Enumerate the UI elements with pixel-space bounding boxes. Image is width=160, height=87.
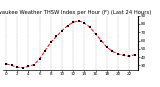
Title: Milwaukee Weather THSW Index per Hour (F) (Last 24 Hours): Milwaukee Weather THSW Index per Hour (F…: [0, 10, 151, 15]
